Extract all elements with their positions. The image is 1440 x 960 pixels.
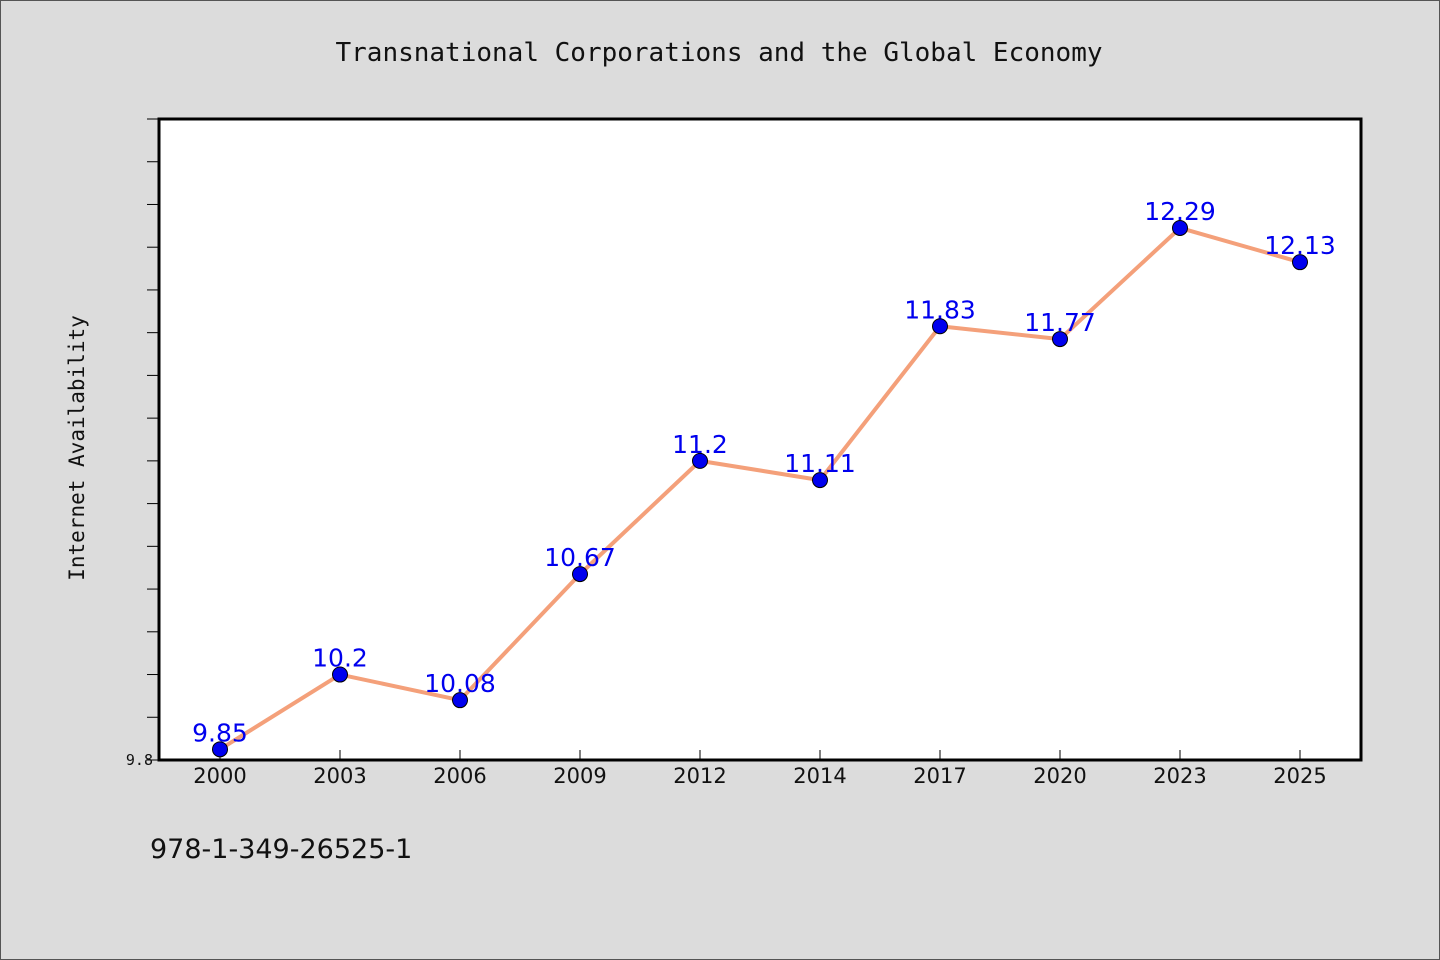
series-line: [218, 225, 1302, 752]
y-axis-label: Internet Availability: [65, 315, 89, 581]
x-tick-label: 2006: [433, 764, 486, 788]
data-point: [1172, 219, 1188, 236]
data-label: 9.85: [192, 718, 248, 747]
isbn-text: 978-1-349-26525-1: [150, 834, 413, 865]
data-label: 12.29: [1144, 197, 1216, 226]
data-point: [212, 741, 228, 758]
x-tick-label: 2017: [913, 764, 966, 788]
plot-area: [157, 117, 1363, 762]
chart-title: Transnational Corporations and the Globa…: [335, 38, 1102, 68]
data-point: [1292, 254, 1308, 271]
data-label: 11.2: [672, 430, 728, 459]
x-tick-label: 2000: [193, 764, 246, 788]
data-point: [812, 472, 828, 489]
data-label: 12.13: [1264, 231, 1336, 260]
data-label: 10.08: [424, 669, 496, 698]
x-tick-label: 2003: [313, 764, 366, 788]
x-tick-label: 2023: [1153, 764, 1206, 788]
x-tick-label: 2009: [553, 764, 606, 788]
data-point: [572, 566, 588, 583]
data-label: 11.77: [1024, 308, 1096, 337]
data-label: 11.83: [904, 295, 976, 324]
x-tick-label: 2025: [1273, 764, 1326, 788]
x-tick-label: 2020: [1033, 764, 1086, 788]
data-point: [692, 452, 708, 469]
y-tick-label: 9.8: [126, 751, 153, 769]
data-label: 10.2: [312, 644, 368, 673]
data-point: [932, 318, 948, 335]
data-label: 10.67: [544, 543, 616, 572]
x-tick-label: 2012: [673, 764, 726, 788]
x-tick-label: 2014: [793, 764, 846, 788]
data-point: [332, 666, 348, 683]
data-label: 11.11: [784, 449, 856, 478]
data-point: [452, 692, 468, 709]
data-point: [1052, 331, 1068, 348]
